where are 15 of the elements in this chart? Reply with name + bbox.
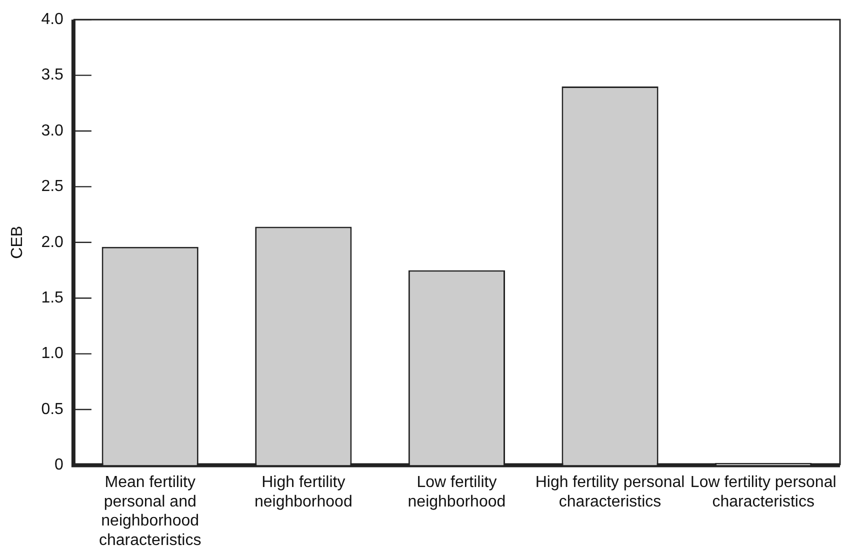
x-tick-label: Mean fertility personal and neighborhood characteristics <box>98 474 202 549</box>
x-tick-label: High fertility neighborhood <box>254 474 352 510</box>
y-tick-label: 3.5 <box>41 66 64 84</box>
y-tick-label: 2.0 <box>41 234 64 251</box>
y-axis-title: CEB <box>9 226 26 259</box>
x-tick-label: High fertility personal characteristics <box>535 474 685 510</box>
x-tick-label: Low fertility personal characteristics <box>690 474 836 510</box>
y-tick-label: 4.0 <box>41 11 64 28</box>
y-tick-label: 1.0 <box>41 345 64 362</box>
x-tick-label: Low fertility neighborhood <box>408 474 506 510</box>
y-tick-label: 1.5 <box>41 290 64 307</box>
y-tick-label: 0.5 <box>41 400 64 418</box>
y-tick-label: 0 <box>54 456 64 474</box>
y-tick-label: 3.0 <box>41 122 64 140</box>
y-tick-label: 2.5 <box>41 178 64 196</box>
